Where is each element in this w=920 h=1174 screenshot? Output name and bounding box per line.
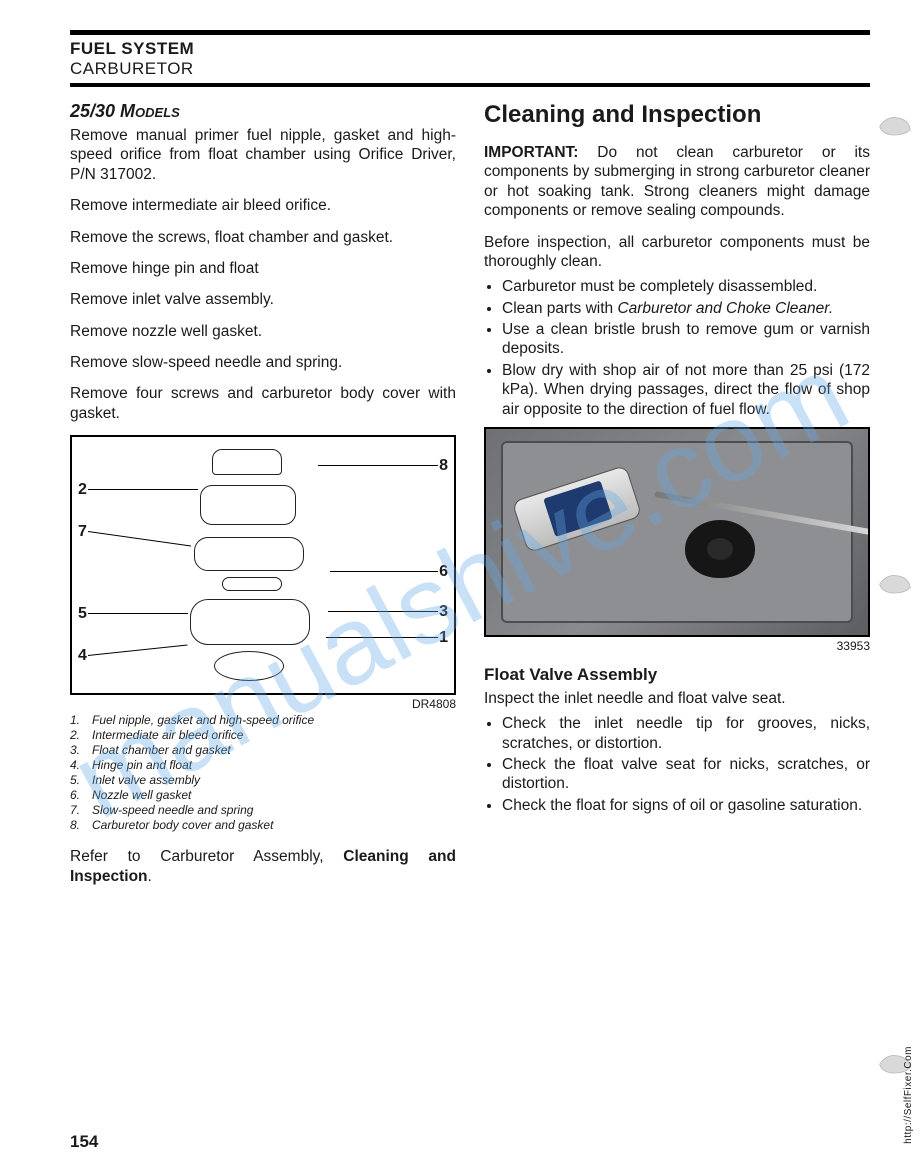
refer-line: Refer to Carburetor Assembly, Cleaning a… [70, 847, 456, 886]
header-rule [70, 83, 870, 87]
subhead-word: Models [120, 101, 180, 121]
exploded-diagram: 2 7 5 4 8 6 3 1 [70, 435, 456, 695]
top-rule [70, 30, 870, 35]
cleaning-heading: Cleaning and Inspection [484, 101, 870, 129]
refer-pre: Refer to Carburetor Assembly, [70, 848, 343, 865]
bullet: Check the float for signs of oil or gaso… [502, 796, 870, 815]
side-url: http://SelfFixer.Com [903, 1046, 914, 1144]
punch-hole-icon [878, 112, 912, 142]
important-block: IMPORTANT: Do not clean carburetor or it… [484, 143, 870, 221]
important-label: IMPORTANT: [484, 144, 578, 161]
page-number: 154 [70, 1132, 98, 1152]
clean-bullets: Carburetor must be completely disassembl… [484, 277, 870, 419]
before-inspection: Before inspection, all carburetor compon… [484, 233, 870, 272]
left-p3: Remove the screws, float chamber and gas… [70, 228, 456, 247]
diagram-id: DR4808 [412, 697, 456, 711]
refer-post: . [148, 868, 152, 885]
left-p1: Remove manual primer fuel nipple, gasket… [70, 126, 456, 184]
bullet: Check the float valve seat for nicks, sc… [502, 755, 870, 794]
bullet: Use a clean bristle brush to remove gum … [502, 320, 870, 359]
cleaning-photo [484, 427, 870, 637]
punch-hole-icon [878, 570, 912, 600]
dia-label-3: 3 [439, 603, 448, 621]
left-p6: Remove nozzle well gasket. [70, 322, 456, 341]
header-title: FUEL SYSTEM [70, 39, 870, 59]
fva-heading: Float Valve Assembly [484, 665, 870, 685]
left-column: 25/30 Models Remove manual primer fuel n… [70, 101, 456, 898]
left-p2: Remove intermediate air bleed orifice. [70, 196, 456, 215]
diagram-legend: 1.Fuel nipple, gasket and high-speed ori… [70, 713, 456, 833]
dia-label-4: 4 [78, 647, 87, 665]
left-p7: Remove slow-speed needle and spring. [70, 353, 456, 372]
dia-label-6: 6 [439, 563, 448, 581]
dia-label-2: 2 [78, 481, 87, 499]
subhead-prefix: 25/30 [70, 101, 120, 121]
models-subhead: 25/30 Models [70, 101, 456, 122]
dia-label-5: 5 [78, 605, 87, 623]
bullet: Carburetor must be completely disassembl… [502, 277, 870, 296]
right-column: Cleaning and Inspection IMPORTANT: Do no… [484, 101, 870, 898]
dia-label-7: 7 [78, 523, 87, 541]
header-subtitle: CARBURETOR [70, 59, 870, 79]
left-p8: Remove four screws and carburetor body c… [70, 384, 456, 423]
diagram-caption-row: DR4808 [70, 697, 456, 711]
dia-label-1: 1 [439, 629, 448, 647]
bullet: Check the inlet needle tip for grooves, … [502, 714, 870, 753]
photo-id: 33953 [484, 639, 870, 653]
left-p5: Remove inlet valve assembly. [70, 290, 456, 309]
fva-intro: Inspect the inlet needle and float valve… [484, 689, 870, 708]
left-p4: Remove hinge pin and float [70, 259, 456, 278]
bullet: Clean parts with Carburetor and Choke Cl… [502, 299, 870, 318]
fva-bullets: Check the inlet needle tip for grooves, … [484, 714, 870, 815]
bullet: Blow dry with shop air of not more than … [502, 361, 870, 419]
page-header: FUEL SYSTEM CARBURETOR [70, 39, 870, 79]
content-columns: 25/30 Models Remove manual primer fuel n… [70, 101, 870, 898]
dia-label-8: 8 [439, 457, 448, 475]
